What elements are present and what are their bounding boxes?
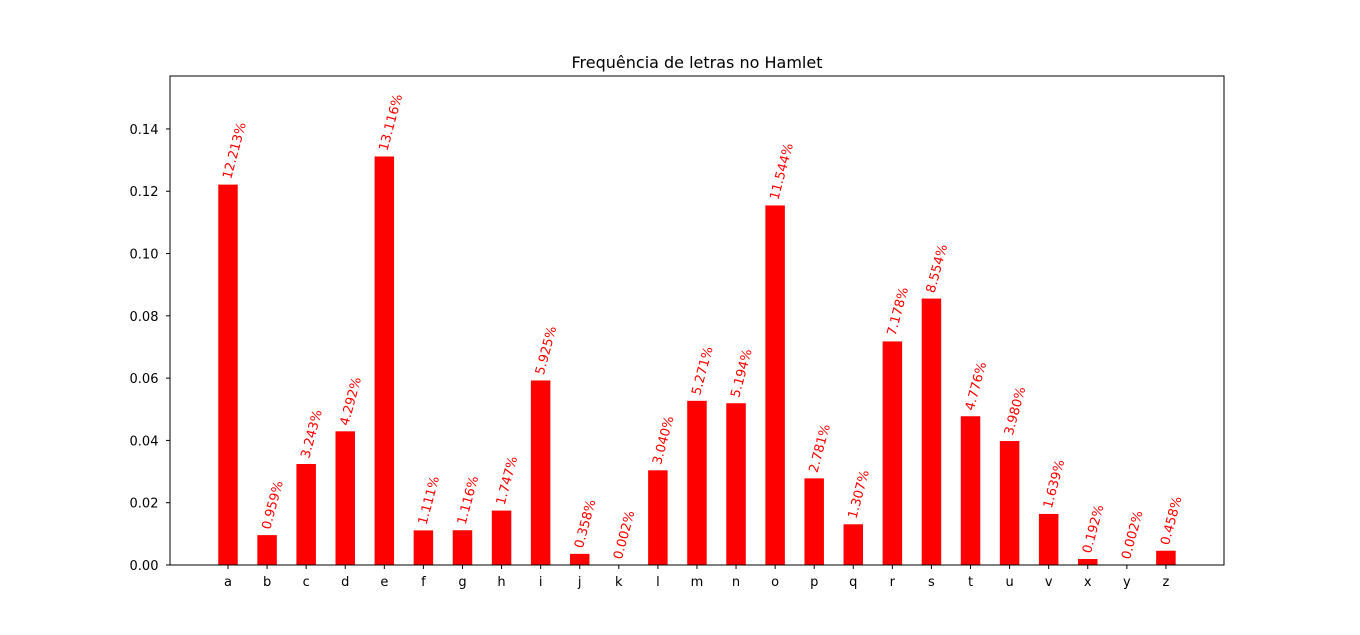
data-label-k: 0.002% bbox=[611, 509, 638, 561]
x-tick-label-u: u bbox=[1005, 575, 1013, 590]
y-tick-label-1: 0.02 bbox=[130, 497, 159, 512]
data-label-b: 0.959% bbox=[259, 479, 286, 531]
y-tick-label-2: 0.04 bbox=[130, 434, 159, 449]
bar-t bbox=[960, 416, 981, 565]
bar-l bbox=[648, 470, 668, 565]
data-label-y: 0.002% bbox=[1119, 509, 1146, 561]
data-label-g: 1.116% bbox=[455, 475, 482, 527]
bar-r bbox=[882, 341, 903, 565]
x-tick-label-v: v bbox=[1045, 575, 1053, 590]
data-label-v: 1.639% bbox=[1041, 458, 1068, 510]
bar-n bbox=[726, 403, 746, 565]
data-label-p: 2.781% bbox=[807, 423, 834, 475]
plot-frame bbox=[169, 75, 1225, 566]
x-tick-label-d: d bbox=[341, 575, 349, 590]
x-tick-label-r: r bbox=[890, 575, 896, 590]
x-tick-label-j: j bbox=[577, 575, 582, 590]
x-tick-label-b: b bbox=[263, 575, 271, 590]
bar-d bbox=[335, 431, 355, 565]
y-tick-label-3: 0.06 bbox=[130, 372, 159, 387]
x-tick-label-p: p bbox=[810, 575, 818, 590]
x-tick-label-g: g bbox=[458, 575, 466, 590]
bar-h bbox=[491, 510, 512, 565]
y-tick-label-4: 0.08 bbox=[130, 310, 159, 325]
bar-b bbox=[257, 535, 277, 565]
data-label-d: 4.292% bbox=[338, 376, 365, 428]
bar-f bbox=[413, 530, 434, 565]
data-label-u: 3.980% bbox=[1002, 385, 1029, 437]
x-tick-label-s: s bbox=[928, 575, 935, 590]
y-tick-label-0: 0.00 bbox=[130, 559, 159, 574]
x-tick-label-k: k bbox=[615, 575, 623, 590]
data-label-h: 1.747% bbox=[494, 455, 521, 507]
y-tick-label-5: 0.10 bbox=[130, 248, 159, 263]
data-label-z: 0.458% bbox=[1158, 495, 1185, 547]
bar-z bbox=[1156, 550, 1176, 565]
data-label-e: 13.116% bbox=[377, 93, 406, 153]
bar-x bbox=[1078, 559, 1098, 565]
y-tick-label-7: 0.14 bbox=[130, 123, 159, 138]
x-tick-label-n: n bbox=[732, 575, 740, 590]
x-tick-label-l: l bbox=[656, 575, 660, 590]
data-label-a: 12.213% bbox=[220, 121, 249, 181]
x-tick-label-h: h bbox=[497, 575, 505, 590]
bar-s bbox=[921, 298, 942, 565]
data-label-s: 8.554% bbox=[924, 243, 951, 295]
data-label-x: 0.192% bbox=[1080, 503, 1107, 555]
data-label-m: 5.271% bbox=[689, 345, 716, 397]
data-label-q: 1.307% bbox=[846, 469, 873, 521]
data-label-c: 3.243% bbox=[299, 408, 326, 460]
y-tick-label-6: 0.12 bbox=[130, 185, 159, 200]
data-label-t: 4.776% bbox=[963, 361, 990, 413]
bar-p bbox=[804, 478, 824, 565]
bar-o bbox=[765, 205, 785, 565]
bar-i bbox=[530, 380, 551, 565]
x-tick-label-a: a bbox=[224, 575, 232, 590]
bars bbox=[218, 156, 1176, 566]
bar-v bbox=[1038, 513, 1059, 565]
bar-q bbox=[843, 524, 864, 565]
bar-g bbox=[452, 530, 473, 565]
chart-title: Frequência de letras no Hamlet bbox=[572, 53, 823, 72]
x-tick-label-t: t bbox=[968, 575, 973, 590]
data-label-o: 11.544% bbox=[767, 142, 796, 202]
x-tick-label-c: c bbox=[303, 575, 310, 590]
bar-m bbox=[687, 400, 707, 565]
data-label-i: 5.925% bbox=[533, 325, 560, 377]
x-tick-label-x: x bbox=[1084, 575, 1092, 590]
x-tick-label-y: y bbox=[1123, 575, 1131, 590]
bar-j bbox=[569, 553, 590, 565]
x-tick-label-e: e bbox=[380, 575, 388, 590]
bar-a bbox=[218, 184, 238, 566]
data-label-l: 3.040% bbox=[650, 415, 677, 467]
x-tick-label-i: i bbox=[539, 575, 543, 590]
data-label-n: 5.194% bbox=[728, 347, 755, 399]
bar-e bbox=[374, 156, 395, 566]
bar-c bbox=[296, 463, 316, 565]
data-label-r: 7.178% bbox=[885, 286, 912, 338]
x-tick-label-z: z bbox=[1163, 575, 1170, 590]
y-axis: 0.00 0.02 0.04 0.06 0.08 0.10 0.12 0.14 bbox=[130, 123, 170, 574]
data-label-f: 1.111% bbox=[416, 475, 443, 527]
x-tick-label-o: o bbox=[771, 575, 779, 590]
x-tick-label-q: q bbox=[849, 575, 857, 590]
x-tick-label-f: f bbox=[421, 575, 426, 590]
bar-u bbox=[999, 441, 1020, 565]
x-tick-label-m: m bbox=[691, 575, 704, 590]
data-label-j: 0.358% bbox=[572, 498, 599, 550]
